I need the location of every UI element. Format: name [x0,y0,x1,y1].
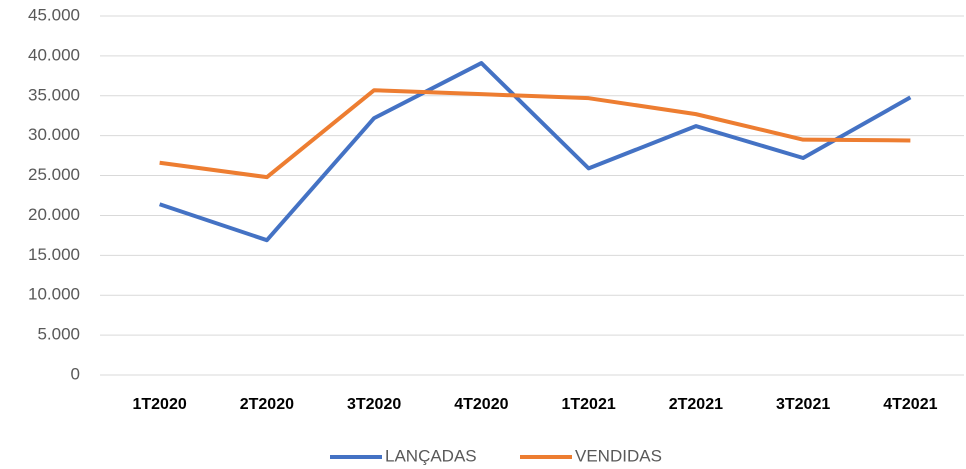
legend-label: VENDIDAS [575,446,662,465]
y-tick-label: 0 [71,364,80,383]
y-tick-label: 10.000 [28,285,80,304]
y-tick-label: 5.000 [37,325,80,344]
x-tick-label: 4T2021 [883,396,937,413]
y-tick-label: 45.000 [28,5,80,24]
x-tick-label: 4T2020 [454,396,508,413]
legend-label: LANÇADAS [385,446,477,465]
x-tick-label: 2T2020 [240,396,294,413]
x-tick-label: 3T2020 [347,396,401,413]
x-tick-label: 1T2021 [561,396,615,413]
line [159,88,911,180]
y-tick-label: 30.000 [28,125,80,144]
y-tick-label: 40.000 [28,45,80,64]
y-tick-label: 15.000 [28,245,80,264]
y-tick-label: 25.000 [28,165,80,184]
line [158,61,912,243]
x-tick-label: 1T2020 [132,396,186,413]
x-tick-label: 3T2021 [776,396,830,413]
y-tick-label: 20.000 [28,205,80,224]
y-tick-label: 35.000 [28,85,80,104]
x-tick-label: 2T2021 [669,396,723,413]
